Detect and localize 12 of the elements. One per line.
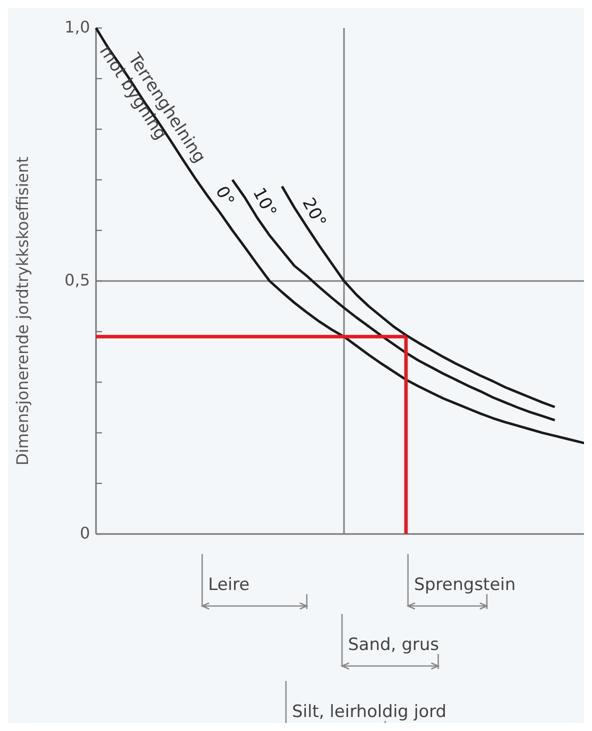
y-tick-label: 0 (80, 523, 90, 542)
text: 10° (248, 184, 280, 221)
y-axis-title: Dimensjonerende jordtrykkskoeffisient (13, 156, 32, 466)
text: Sand, grus (348, 635, 440, 655)
y-tick-label: 0,5 (64, 270, 90, 290)
text: 20° (298, 194, 330, 231)
y-tick-label: 1,0 (64, 17, 90, 36)
line-series (280, 185, 556, 408)
text: Sprengstein (414, 575, 516, 595)
text: Leire (208, 575, 250, 595)
text: 0° (211, 183, 238, 210)
text: Silt, leirholdig jord (292, 702, 446, 722)
